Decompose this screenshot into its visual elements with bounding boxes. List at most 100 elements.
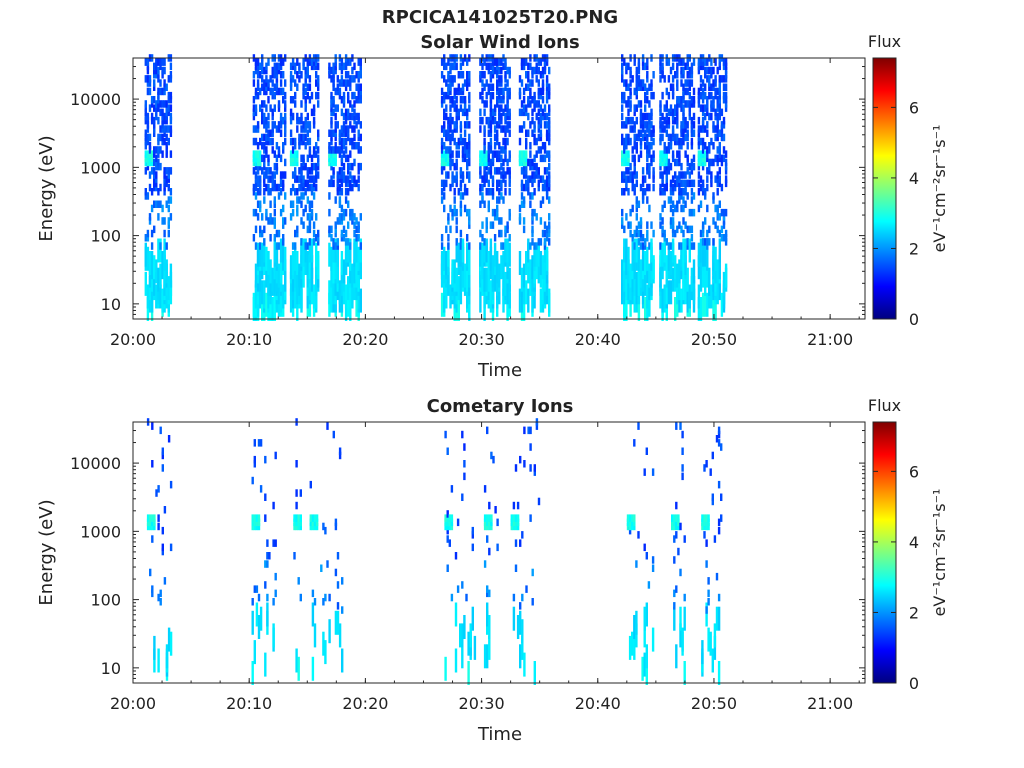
heatmap-cell [491,116,495,125]
heatmap-cell [312,229,316,238]
heatmap-cell [254,280,258,305]
heatmap-cell [520,154,524,163]
heatmap-cell [699,229,703,238]
heatmap-cell [284,192,287,200]
heatmap-cell [263,66,266,75]
heatmap-cell [159,58,162,66]
heatmap-cell [308,200,312,208]
heatmap-cell [252,112,256,121]
heatmap-cell [522,150,526,158]
heatmap-cell [716,121,719,129]
heatmap-cell [347,79,350,87]
heatmap-cell [541,154,545,163]
heatmap-cell [266,560,269,568]
heatmap-cell [697,179,701,188]
heatmap-cell [680,142,683,150]
heatmap-cell [157,593,160,602]
heatmap-cell [716,129,719,137]
heatmap-cell [674,255,677,280]
heatmap-cell [627,276,630,301]
heatmap-cell [467,661,470,685]
heatmap-cell [340,158,344,167]
heatmap-cell [153,79,156,87]
heatmap-cell [626,522,630,531]
heatmap-cell [708,91,711,100]
heatmap-cell [146,192,150,200]
heatmap-cell [440,234,444,242]
heatmap-cell [628,518,632,527]
heatmap-cell [514,522,518,531]
heatmap-cell [641,116,645,125]
heatmap-cell [500,116,503,125]
heatmap-cell [711,648,714,673]
heatmap-cell [678,188,681,196]
heatmap-cell [349,183,352,192]
heatmap-cell [533,162,536,171]
heatmap-cell [525,183,528,192]
heatmap-cell [639,79,643,87]
heatmap-cell [289,96,293,104]
heatmap-cell [525,179,528,188]
heatmap-cell [673,606,676,631]
heatmap-cell [148,183,152,192]
heatmap-cell [704,58,707,66]
heatmap-cell [485,162,488,171]
heatmap-cell [308,125,312,133]
heatmap-cell [545,133,549,142]
heatmap-cell [265,83,268,91]
heatmap-cell [263,179,266,188]
heatmap-cell [349,150,352,158]
heatmap-cell [167,91,170,100]
heatmap-cell [531,208,534,217]
heatmap-cell [635,133,638,142]
heatmap-cell [652,129,655,137]
heatmap-cell [357,234,360,242]
heatmap-cell [545,271,549,296]
heatmap-cell [652,154,655,163]
heatmap-cell [629,208,632,217]
heatmap-cell [669,242,673,250]
heatmap-cell [651,564,655,572]
heatmap-cell [510,522,513,531]
heatmap-cell [165,108,168,117]
heatmap-cell [279,62,283,71]
heatmap-cell [718,129,721,137]
heatmap-cell [289,112,293,121]
heatmap-cell [633,121,636,129]
heatmap-cell [648,112,651,121]
heatmap-cell [304,66,307,75]
heatmap-cell [455,171,458,179]
heatmap-cell [148,79,152,87]
heatmap-cell [257,615,261,639]
heatmap-cell [445,225,448,234]
heatmap-cell [487,66,490,75]
heatmap-cell [334,225,337,234]
heatmap-cell [506,87,509,96]
heatmap-cell [302,91,305,100]
heatmap-cell [144,104,147,112]
heatmap-cell [159,133,162,142]
heatmap-cell [151,535,154,543]
heatmap-cell [663,150,666,158]
heatmap-cell [294,242,297,250]
heatmap-cell [625,183,628,192]
heatmap-cell [491,58,495,66]
heatmap-cell [661,175,664,183]
figure-title: RPCICA141025T20.PNG [382,7,618,28]
heatmap-cell [274,572,277,581]
heatmap-cell [537,179,540,188]
heatmap-cell [651,627,655,652]
heatmap-cell [449,66,452,75]
heatmap-cell [347,221,350,229]
heatmap-cell [648,171,651,179]
heatmap-cell [623,238,626,263]
heatmap-cell [678,175,681,183]
heatmap-cell [709,631,712,656]
heatmap-cell [459,242,463,250]
heatmap-cell [153,66,156,75]
heatmap-cell [169,196,173,204]
heatmap-cell [353,221,356,229]
heatmap-cell [716,112,719,121]
heatmap-cell [706,204,709,213]
heatmap-cell [456,585,460,593]
